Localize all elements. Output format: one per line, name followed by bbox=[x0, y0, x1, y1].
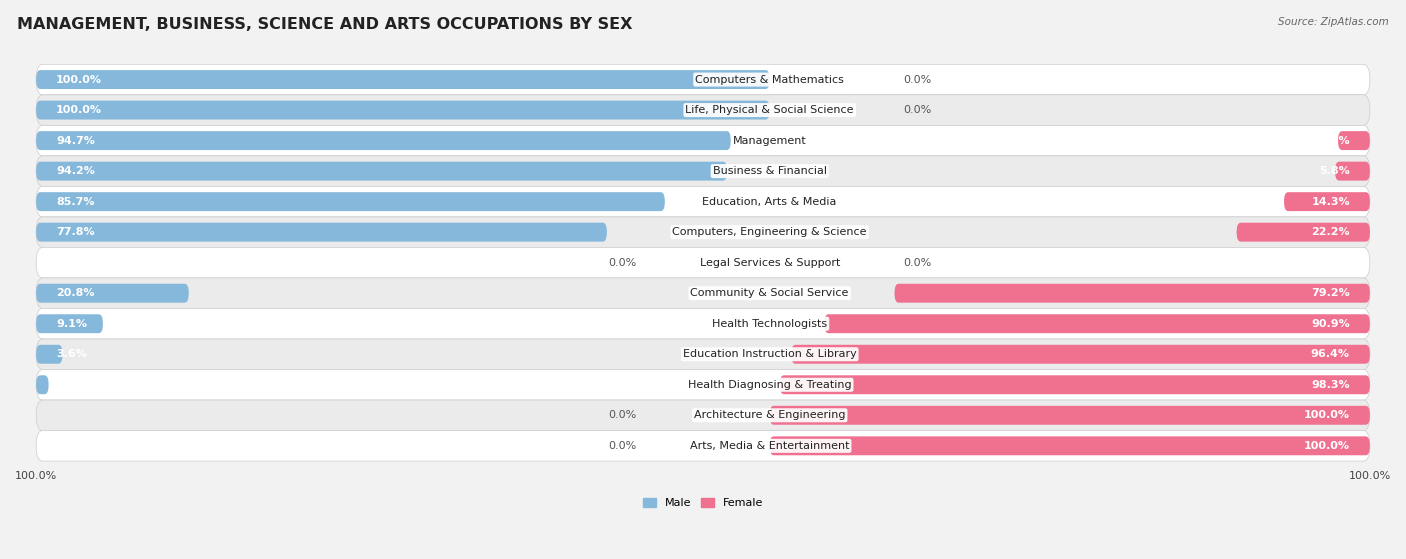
Text: 0.0%: 0.0% bbox=[903, 258, 931, 268]
Text: Architecture & Engineering: Architecture & Engineering bbox=[695, 410, 845, 420]
Text: Life, Physical & Social Science: Life, Physical & Social Science bbox=[686, 105, 853, 115]
Text: Health Technologists: Health Technologists bbox=[711, 319, 827, 329]
Text: 0.0%: 0.0% bbox=[903, 74, 931, 84]
Text: MANAGEMENT, BUSINESS, SCIENCE AND ARTS OCCUPATIONS BY SEX: MANAGEMENT, BUSINESS, SCIENCE AND ARTS O… bbox=[17, 17, 633, 32]
Legend: Male, Female: Male, Female bbox=[638, 494, 768, 513]
FancyBboxPatch shape bbox=[1237, 222, 1369, 241]
Text: 14.3%: 14.3% bbox=[1312, 197, 1350, 207]
Text: 0.0%: 0.0% bbox=[607, 441, 637, 451]
Text: Health Diagnosing & Treating: Health Diagnosing & Treating bbox=[688, 380, 852, 390]
Text: 79.2%: 79.2% bbox=[1312, 288, 1350, 298]
FancyBboxPatch shape bbox=[769, 406, 1369, 425]
Text: Arts, Media & Entertainment: Arts, Media & Entertainment bbox=[690, 441, 849, 451]
FancyBboxPatch shape bbox=[37, 309, 1369, 339]
FancyBboxPatch shape bbox=[37, 156, 1369, 186]
FancyBboxPatch shape bbox=[37, 95, 1369, 125]
FancyBboxPatch shape bbox=[37, 400, 1369, 430]
Text: 90.9%: 90.9% bbox=[1312, 319, 1350, 329]
Text: 5.3%: 5.3% bbox=[1319, 136, 1350, 145]
Text: 20.8%: 20.8% bbox=[56, 288, 94, 298]
FancyBboxPatch shape bbox=[37, 64, 1369, 95]
FancyBboxPatch shape bbox=[37, 345, 62, 364]
FancyBboxPatch shape bbox=[37, 192, 665, 211]
Text: 1.7%: 1.7% bbox=[56, 380, 87, 390]
Text: 100.0%: 100.0% bbox=[1303, 410, 1350, 420]
FancyBboxPatch shape bbox=[37, 101, 769, 120]
Text: 85.7%: 85.7% bbox=[56, 197, 94, 207]
FancyBboxPatch shape bbox=[1336, 162, 1369, 181]
FancyBboxPatch shape bbox=[769, 437, 1369, 455]
Text: Legal Services & Support: Legal Services & Support bbox=[700, 258, 839, 268]
FancyBboxPatch shape bbox=[37, 186, 1369, 217]
FancyBboxPatch shape bbox=[37, 369, 1369, 400]
FancyBboxPatch shape bbox=[37, 125, 1369, 156]
FancyBboxPatch shape bbox=[792, 345, 1369, 364]
FancyBboxPatch shape bbox=[37, 217, 1369, 248]
Text: Computers, Engineering & Science: Computers, Engineering & Science bbox=[672, 227, 868, 237]
Text: 98.3%: 98.3% bbox=[1312, 380, 1350, 390]
Text: 0.0%: 0.0% bbox=[607, 410, 637, 420]
Text: 100.0%: 100.0% bbox=[1303, 441, 1350, 451]
FancyBboxPatch shape bbox=[37, 70, 769, 89]
FancyBboxPatch shape bbox=[1339, 131, 1369, 150]
Text: 0.0%: 0.0% bbox=[903, 105, 931, 115]
Text: Education, Arts & Media: Education, Arts & Media bbox=[703, 197, 837, 207]
Text: 5.8%: 5.8% bbox=[1319, 166, 1350, 176]
FancyBboxPatch shape bbox=[894, 284, 1369, 302]
Text: 94.2%: 94.2% bbox=[56, 166, 96, 176]
FancyBboxPatch shape bbox=[37, 284, 188, 302]
FancyBboxPatch shape bbox=[37, 162, 727, 181]
Text: Education Instruction & Library: Education Instruction & Library bbox=[683, 349, 856, 359]
FancyBboxPatch shape bbox=[1284, 192, 1369, 211]
Text: Computers & Mathematics: Computers & Mathematics bbox=[695, 74, 844, 84]
Text: Business & Financial: Business & Financial bbox=[713, 166, 827, 176]
Text: 9.1%: 9.1% bbox=[56, 319, 87, 329]
Text: 100.0%: 100.0% bbox=[56, 74, 103, 84]
FancyBboxPatch shape bbox=[37, 222, 607, 241]
Text: 94.7%: 94.7% bbox=[56, 136, 96, 145]
FancyBboxPatch shape bbox=[37, 278, 1369, 309]
Text: 3.6%: 3.6% bbox=[56, 349, 87, 359]
FancyBboxPatch shape bbox=[37, 375, 49, 394]
Text: Source: ZipAtlas.com: Source: ZipAtlas.com bbox=[1278, 17, 1389, 27]
Text: 96.4%: 96.4% bbox=[1310, 349, 1350, 359]
FancyBboxPatch shape bbox=[37, 131, 731, 150]
FancyBboxPatch shape bbox=[37, 314, 103, 333]
Text: 22.2%: 22.2% bbox=[1312, 227, 1350, 237]
Text: 77.8%: 77.8% bbox=[56, 227, 94, 237]
Text: Community & Social Service: Community & Social Service bbox=[690, 288, 849, 298]
FancyBboxPatch shape bbox=[780, 375, 1369, 394]
Text: Management: Management bbox=[733, 136, 807, 145]
FancyBboxPatch shape bbox=[37, 339, 1369, 369]
FancyBboxPatch shape bbox=[824, 314, 1369, 333]
Text: 0.0%: 0.0% bbox=[607, 258, 637, 268]
FancyBboxPatch shape bbox=[37, 248, 1369, 278]
Text: 100.0%: 100.0% bbox=[56, 105, 103, 115]
FancyBboxPatch shape bbox=[37, 430, 1369, 461]
